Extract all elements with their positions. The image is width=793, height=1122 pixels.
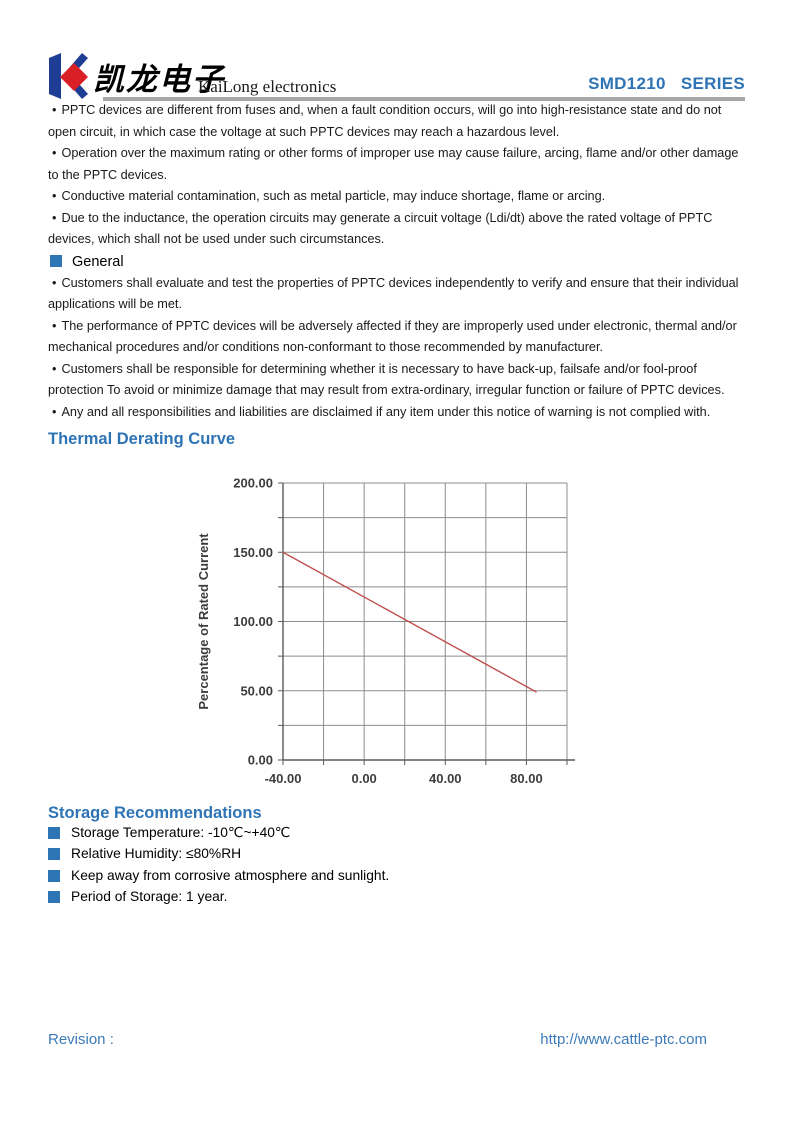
chart-axes	[282, 483, 575, 761]
thermal-derating-chart: 0.00 50.00 100.00 150.00 200.00 -40.00 0.00 40.…	[178, 468, 590, 800]
bullet-icon: •	[52, 189, 57, 203]
general-section-title: General	[48, 251, 751, 273]
bullet-icon: •	[52, 361, 57, 376]
body-text-block: • PPTC devices are different from fuses a…	[48, 100, 751, 423]
bullet-icon: •	[52, 318, 57, 333]
bullet-icon: •	[52, 404, 57, 419]
storage-item: Relative Humidity: ≤80%RH	[48, 847, 389, 861]
general-paragraph: • Any and all responsibilities and liabil…	[48, 402, 751, 424]
square-bullet-icon	[48, 848, 60, 861]
bullet-icon: •	[52, 275, 57, 290]
svg-text:150.00: 150.00	[233, 545, 273, 560]
warning-paragraph: • Operation over the maximum rating or ot…	[48, 143, 751, 186]
warning-paragraph: • PPTC devices are different from fuses a…	[48, 100, 751, 143]
storage-item: Storage Temperature: -10℃~+40℃	[48, 826, 389, 840]
storage-item: Keep away from corrosive atmosphere and …	[48, 868, 389, 883]
logo-chinese-text: 凯龙电子	[93, 62, 225, 98]
thermal-derating-chart-svg: 0.00 50.00 100.00 150.00 200.00 -40.00 0.00 40.…	[196, 476, 575, 786]
y-axis-title: Percentage of Rated Current	[196, 533, 211, 710]
svg-text:80.00: 80.00	[510, 771, 543, 786]
square-bullet-icon	[48, 827, 60, 839]
general-paragraph: • The performance of PPTC devices will be…	[48, 316, 751, 359]
thermal-derating-curve-title: Thermal Derating Curve	[48, 430, 236, 448]
svg-text:0.00: 0.00	[248, 753, 273, 768]
svg-text:-40.00: -40.00	[265, 771, 302, 786]
logo-english-text: KaiLong electronics	[198, 77, 337, 96]
header-divider	[103, 97, 745, 101]
x-axis-tick-labels: -40.00 0.00 40.00 80.00	[265, 771, 543, 786]
svg-text:100.00: 100.00	[233, 614, 273, 629]
general-text: Customers shall evaluate and test the pr…	[48, 275, 739, 312]
warning-text: PPTC devices are different from fuses an…	[48, 103, 722, 139]
revision-label: Revision :	[48, 1031, 114, 1048]
general-text: Customers shall be responsible for deter…	[48, 361, 725, 398]
storage-item: Period of Storage: 1 year.	[48, 890, 389, 904]
chart-gridlines	[278, 482, 568, 765]
warning-paragraph: • Conductive material contamination, such…	[48, 186, 751, 208]
warning-paragraph: • Due to the inductance, the operation ci…	[48, 208, 751, 251]
derating-line	[282, 551, 537, 693]
series-title: SMD1210 SERIES	[588, 74, 745, 93]
svg-text:200.00: 200.00	[233, 476, 273, 491]
warning-text: Conductive material contamination, such …	[61, 189, 606, 203]
y-axis-tick-labels: 0.00 50.00 100.00 150.00 200.00	[233, 476, 273, 768]
square-bullet-icon	[50, 254, 62, 267]
bullet-icon: •	[52, 103, 57, 117]
warning-text: Operation over the maximum rating or oth…	[48, 146, 739, 182]
svg-text:0.00: 0.00	[351, 771, 376, 786]
storage-list: Storage Temperature: -10℃~+40℃ Relative …	[48, 826, 389, 912]
bullet-icon: •	[52, 210, 57, 225]
warning-text: Due to the inductance, the operation cir…	[48, 210, 713, 247]
page-footer: Revision : http://www.cattle-ptc.com	[48, 1031, 707, 1048]
kailong-logo-icon	[49, 53, 88, 99]
storage-recommendations-title: Storage Recommendations	[48, 804, 262, 822]
general-text: The performance of PPTC devices will be …	[48, 318, 737, 355]
svg-text:50.00: 50.00	[240, 683, 273, 698]
svg-text:40.00: 40.00	[429, 771, 462, 786]
general-paragraph: • Customers shall be responsible for dete…	[48, 359, 751, 402]
square-bullet-icon	[48, 891, 60, 904]
bullet-icon: •	[52, 146, 57, 160]
general-text: Any and all responsibilities and liabili…	[61, 404, 711, 419]
general-paragraph: • Customers shall evaluate and test the p…	[48, 273, 751, 316]
website-url[interactable]: http://www.cattle-ptc.com	[540, 1031, 707, 1048]
square-bullet-icon	[48, 869, 60, 882]
